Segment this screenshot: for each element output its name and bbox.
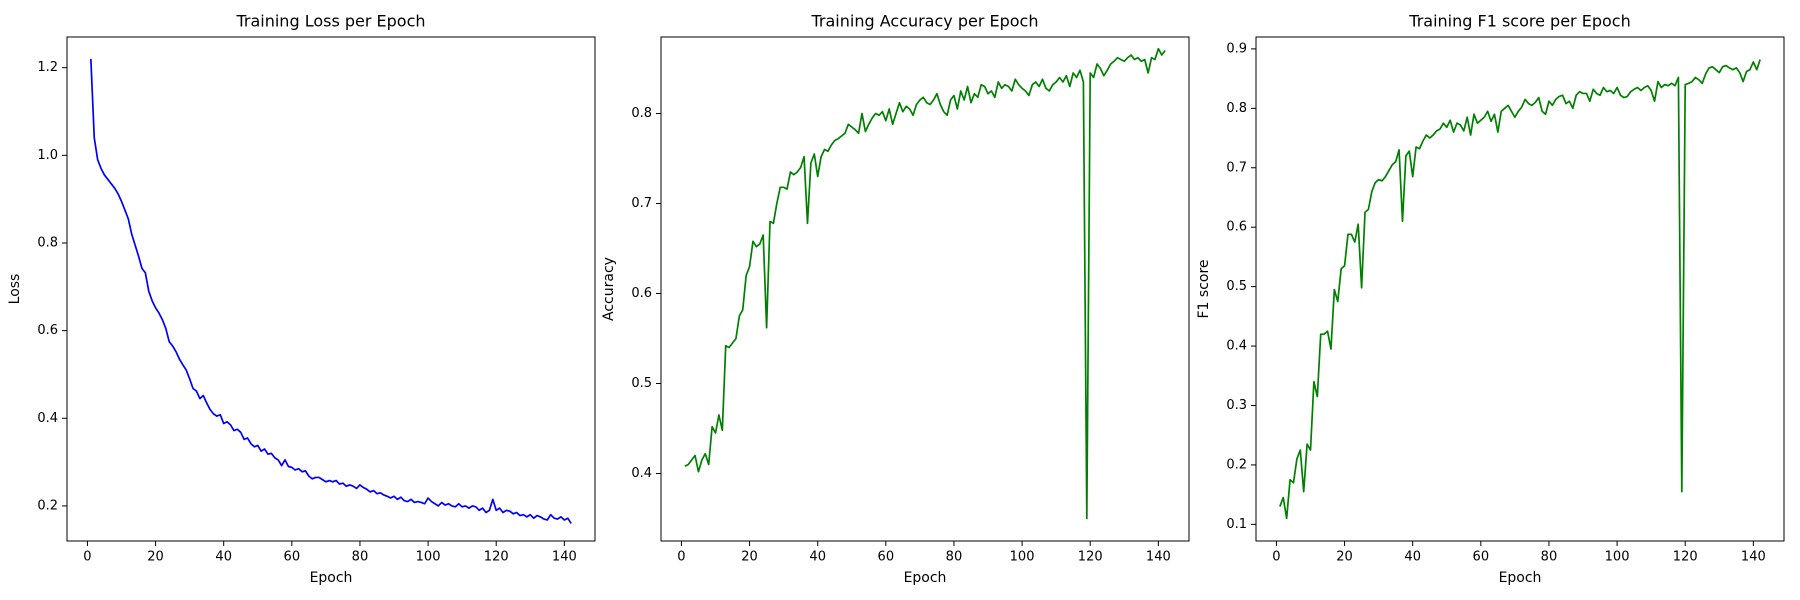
y-tick-label: 0.2 — [1226, 457, 1247, 472]
x-tick-label: 100 — [1010, 550, 1035, 565]
x-tick-label: 40 — [215, 550, 232, 565]
y-tick-label: 0.5 — [631, 376, 652, 391]
y-tick-label: 0.5 — [1226, 279, 1247, 294]
y-axis-label: Accuracy — [601, 257, 617, 321]
y-tick-label: 0.4 — [631, 466, 652, 481]
chart-title: Training F1 score per Epoch — [1408, 12, 1630, 31]
y-tick-label: 1.2 — [37, 60, 58, 75]
y-tick-label: 0.1 — [1226, 517, 1247, 532]
x-tick-label: 0 — [1272, 550, 1280, 565]
x-tick-label: 60 — [1473, 550, 1490, 565]
data-line — [90, 58, 572, 524]
x-tick-label: 40 — [809, 550, 826, 565]
x-tick-label: 20 — [1336, 550, 1353, 565]
y-axis-label: F1 score — [1196, 259, 1212, 318]
x-axis-label: Epoch — [1499, 570, 1542, 586]
plot-frame — [1255, 36, 1785, 542]
y-tick-label: 0.6 — [1226, 220, 1247, 235]
x-tick-label: 120 — [484, 550, 509, 565]
y-axis-label: Loss — [7, 274, 23, 305]
x-axis-label: Epoch — [904, 570, 947, 586]
y-tick-label: 0.4 — [1226, 339, 1247, 354]
y-tick-label: 0.6 — [37, 323, 58, 338]
x-tick-label: 60 — [284, 550, 301, 565]
y-tick-label: 0.6 — [631, 286, 652, 301]
chart-title: Training Loss per Epoch — [235, 12, 425, 31]
data-line — [1279, 59, 1761, 520]
x-tick-label: 80 — [1541, 550, 1558, 565]
x-tick-label: 120 — [1673, 550, 1698, 565]
x-tick-label: 140 — [1146, 550, 1171, 565]
y-tick-label: 1.0 — [37, 148, 58, 163]
y-tick-label: 0.3 — [1226, 398, 1247, 413]
subplot: Training Loss per Epoch Epoch Loss 0 20 40 60 8… — [7, 12, 596, 586]
x-axis-label: Epoch — [310, 570, 353, 586]
plot-frame — [660, 36, 1190, 542]
y-tick-label: 0.8 — [1226, 101, 1247, 116]
x-tick-label: 0 — [677, 550, 685, 565]
plot-frame — [66, 36, 596, 542]
subplot: Training F1 score per Epoch Epoch F1 score… — [1196, 12, 1785, 586]
x-tick-label: 80 — [946, 550, 963, 565]
y-tick-label: 0.9 — [1226, 41, 1247, 56]
x-tick-label: 40 — [1404, 550, 1421, 565]
x-tick-label: 60 — [878, 550, 895, 565]
subplot: Training Accuracy per Epoch Epoch Accuracy… — [601, 12, 1190, 586]
data-line — [684, 47, 1166, 520]
y-tick-label: 0.8 — [631, 106, 652, 121]
chart-title: Training Accuracy per Epoch — [810, 12, 1038, 31]
x-tick-label: 120 — [1078, 550, 1103, 565]
x-tick-label: 140 — [1741, 550, 1766, 565]
y-tick-label: 0.7 — [631, 196, 652, 211]
x-tick-label: 100 — [416, 550, 441, 565]
x-tick-label: 140 — [552, 550, 577, 565]
y-tick-label: 0.7 — [1226, 160, 1247, 175]
y-tick-label: 0.4 — [37, 411, 58, 426]
y-tick-label: 0.8 — [37, 235, 58, 250]
x-tick-label: 80 — [352, 550, 369, 565]
x-tick-label: 20 — [741, 550, 758, 565]
x-tick-label: 0 — [83, 550, 91, 565]
x-tick-label: 100 — [1605, 550, 1630, 565]
x-tick-label: 20 — [147, 550, 164, 565]
y-tick-label: 0.2 — [37, 498, 58, 513]
